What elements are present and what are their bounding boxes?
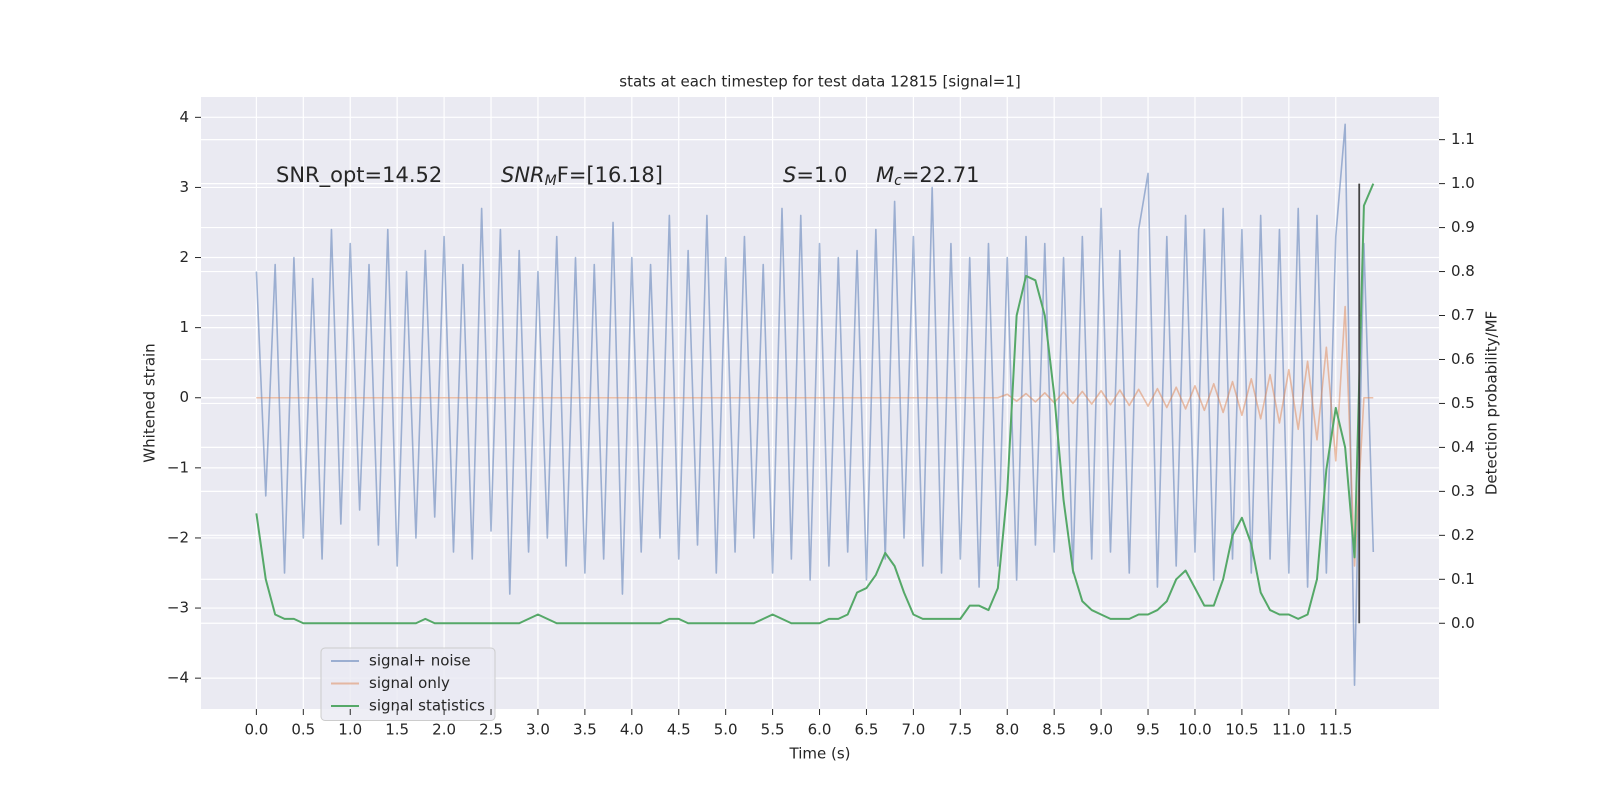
y2-tick-label: 0.2 (1451, 526, 1475, 544)
annotation-part: =22.71 (902, 163, 980, 187)
x-tick-label: 3.5 (573, 721, 597, 739)
series-line (256, 305, 1374, 567)
annotation-part: F=[16.18] (557, 163, 663, 187)
y-tick-label: 3 (179, 178, 189, 196)
y2-tick-label: 0.5 (1451, 394, 1475, 412)
annotation-part: =1.0 (796, 163, 847, 187)
y-tick-label: 1 (179, 318, 189, 336)
y-tick-label: 4 (179, 108, 189, 126)
x-tick-label: 3.0 (526, 721, 550, 739)
x-tick-label: 4.5 (667, 721, 691, 739)
y-axis-label: Whitened strain (141, 343, 159, 462)
x-tick-label: 0.5 (291, 721, 315, 739)
y2-tick-label: 1.0 (1451, 174, 1475, 192)
y2-tick-label: 0.4 (1451, 438, 1475, 456)
annotation-part: M (876, 163, 894, 187)
legend-label: signal+ noise (369, 652, 471, 670)
y-tick-label: −1 (167, 458, 189, 476)
y-tick-label: −3 (167, 599, 189, 617)
x-axis-label: Time (s) (789, 745, 851, 763)
y2-tick-label: 0.6 (1451, 350, 1475, 368)
x-tick-label: 8.0 (995, 721, 1019, 739)
y2-axis-label: Detection probability/MF (1483, 311, 1501, 495)
legend-box (320, 647, 496, 721)
y2-tick-label: 0.1 (1451, 570, 1475, 588)
annotation: Mc=22.71 (876, 163, 980, 189)
x-tick-label: 8.5 (1042, 721, 1066, 739)
x-tick-label: 5.0 (714, 721, 738, 739)
x-tick-label: 1.5 (385, 721, 409, 739)
x-tick-label: 10.0 (1178, 721, 1211, 739)
series-line (255, 183, 1375, 625)
x-tick-label: 9.0 (1089, 721, 1113, 739)
x-tick-label: 10.5 (1225, 721, 1258, 739)
marks (255, 123, 1375, 686)
x-tick-label: 4.0 (620, 721, 644, 739)
y2-tick-label: 0.9 (1451, 218, 1475, 236)
annotation-part: SNR (501, 163, 545, 187)
y-tick-label: −4 (167, 669, 189, 687)
x-tick-label: 7.5 (948, 721, 972, 739)
y-tick-label: 2 (179, 248, 189, 266)
x-tick-label: 0.0 (244, 721, 268, 739)
x-tick-label: 2.0 (432, 721, 456, 739)
y-tick-label: 0 (179, 388, 189, 406)
y2-tick-label: 0.3 (1451, 482, 1475, 500)
x-tick-label: 11.5 (1319, 721, 1352, 739)
annotation: SNRMF=[16.18] (501, 163, 663, 189)
x-tick-label: 2.5 (479, 721, 503, 739)
x-tick-label: 6.0 (808, 721, 832, 739)
annotation: SNR_opt=14.52 (276, 163, 442, 188)
y2-tick-label: 0.7 (1451, 306, 1475, 324)
y-tick-label: −2 (167, 528, 189, 546)
legend: signal+ noise signal only signal statistic… (320, 647, 496, 721)
legend-label: signal statistics (369, 697, 485, 715)
annotation-part: c (894, 173, 902, 189)
annotation: S=1.0 (783, 163, 847, 187)
y2-tick-label: 0.8 (1451, 262, 1475, 280)
x-tick-label: 6.5 (855, 721, 879, 739)
x-tick-label: 7.0 (901, 721, 925, 739)
legend-label: signal only (369, 674, 450, 692)
x-tick-label: 9.5 (1136, 721, 1160, 739)
x-tick-label: 1.0 (338, 721, 362, 739)
chart-title: stats at each timestep for test data 128… (619, 73, 1020, 91)
y2-tick-label: 0.0 (1451, 614, 1475, 632)
x-tick-label: 11.0 (1272, 721, 1305, 739)
y2-tick-label: 1.1 (1451, 130, 1475, 148)
annotation-part: M (545, 173, 557, 189)
series-line (255, 123, 1375, 686)
annotation-part: S (783, 163, 796, 187)
x-tick-label: 5.5 (761, 721, 785, 739)
annotation-part: SNR_opt=14.52 (276, 163, 442, 188)
